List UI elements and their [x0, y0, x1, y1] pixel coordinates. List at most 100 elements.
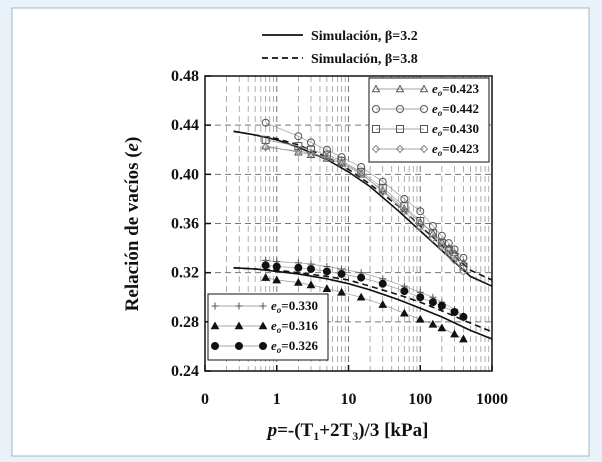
data-point: [396, 105, 404, 113]
data-point: [416, 222, 425, 232]
data-point: [415, 217, 425, 226]
data-point: [437, 323, 447, 332]
data-point: [259, 342, 267, 350]
legend-entry-label: eo=0.423: [432, 81, 479, 98]
data-point: [261, 143, 270, 152]
data-point: [356, 292, 366, 301]
simulation-curve-solid: [233, 267, 493, 340]
data-point: [371, 144, 381, 154]
data-point: [459, 267, 468, 276]
series-7: [261, 261, 468, 321]
data-point: [322, 267, 331, 276]
data-point: [293, 277, 303, 286]
x-tick-label: 0: [201, 391, 209, 408]
legend-entry: eo=0.423: [371, 141, 479, 158]
legend-upper-box: [368, 77, 490, 163]
data-point: [416, 207, 425, 216]
legend-label-beta-3-8: Simulación, β=3.8: [311, 52, 418, 67]
data-point: [459, 253, 468, 262]
legend-upper: eo=0.423 eo=0.442 eo=0.430 eo=0.423: [368, 77, 490, 163]
series-6: [261, 273, 468, 343]
data-point: [428, 319, 438, 328]
legend-entry: eo=0.442: [372, 101, 479, 118]
legend-entry-label: eo=0.442: [432, 101, 479, 118]
data-point: [372, 105, 380, 113]
data-point: [420, 125, 428, 133]
data-point: [459, 334, 468, 343]
legend-entry-label: eo=0.326: [271, 338, 318, 355]
data-point: [420, 105, 428, 113]
data-point: [459, 258, 468, 267]
series-4: [261, 143, 468, 276]
data-point: [437, 301, 446, 310]
legend-entry: eo=0.430: [372, 121, 479, 138]
data-point: [450, 308, 459, 316]
data-point: [272, 275, 282, 284]
data-point: [294, 132, 303, 141]
x-tick-label: 100: [408, 391, 432, 408]
data-point: [306, 280, 316, 289]
y-tick-label: 0.44: [171, 117, 199, 134]
data-point: [261, 261, 270, 270]
legend-entry: eo=0.423: [371, 81, 479, 98]
data-point: [294, 146, 303, 156]
data-point: [272, 262, 281, 271]
y-tick-label: 0.32: [171, 265, 199, 282]
data-point: [371, 84, 381, 93]
legend-entry-label: eo=0.330: [271, 298, 318, 315]
legend-entry-label: eo=0.430: [432, 121, 479, 138]
top-legend: Simulación, β=3.2 Simulación, β=3.8: [262, 29, 418, 67]
data-point: [396, 125, 404, 133]
data-point: [306, 264, 315, 273]
data-point: [337, 287, 346, 296]
x-tick-label: 1: [273, 391, 281, 408]
data-point: [400, 287, 409, 296]
data-point: [450, 256, 459, 265]
y-axis-label: Relación de vacíos (e): [122, 137, 143, 312]
data-point: [337, 157, 346, 167]
figure-background: [11, 7, 590, 457]
data-point: [450, 329, 459, 338]
data-point: [211, 342, 219, 350]
x-tick-label: 1000: [476, 391, 508, 408]
data-point: [428, 298, 437, 307]
data-point: [211, 302, 219, 310]
data-point: [444, 250, 454, 259]
data-point: [400, 202, 409, 211]
data-point: [322, 284, 332, 292]
data-point: [437, 242, 447, 252]
x-axis-ticks: 0 1 10 100 1000: [201, 365, 508, 408]
data-point: [322, 150, 331, 159]
series-3: [261, 135, 468, 271]
data-point: [357, 167, 366, 176]
data-point: [419, 144, 429, 154]
data-point: [372, 125, 380, 133]
data-point: [357, 162, 366, 171]
data-point: [428, 229, 437, 238]
legend-lower: eo=0.330 eo=0.316 eo=0.326: [207, 293, 329, 361]
legend-entry: eo=0.330: [211, 298, 318, 315]
data-point: [306, 149, 316, 158]
legend-entry: eo=0.326: [211, 338, 318, 355]
data-point: [395, 144, 405, 154]
data-point: [428, 228, 438, 237]
data-point: [378, 279, 387, 288]
data-point: [322, 152, 332, 162]
data-point: [416, 293, 425, 302]
legend-entry-label: eo=0.423: [432, 141, 479, 158]
data-points: [261, 118, 468, 343]
data-point: [459, 312, 468, 321]
y-tick-label: 0.48: [171, 68, 199, 85]
data-point: [395, 84, 405, 93]
data-point: [415, 314, 425, 323]
data-point: [428, 234, 438, 243]
data-point: [294, 263, 303, 272]
data-point: [235, 302, 243, 310]
legend-entry: eo=0.316: [210, 318, 318, 335]
data-point: [261, 118, 270, 127]
data-point: [419, 84, 429, 93]
legend-entry-label: eo=0.316: [271, 318, 318, 335]
y-tick-label: 0.24: [171, 363, 199, 380]
x-axis-label: p=-(T1+2T3)/3 [kPa]: [266, 420, 429, 443]
y-tick-label: 0.36: [171, 216, 199, 233]
